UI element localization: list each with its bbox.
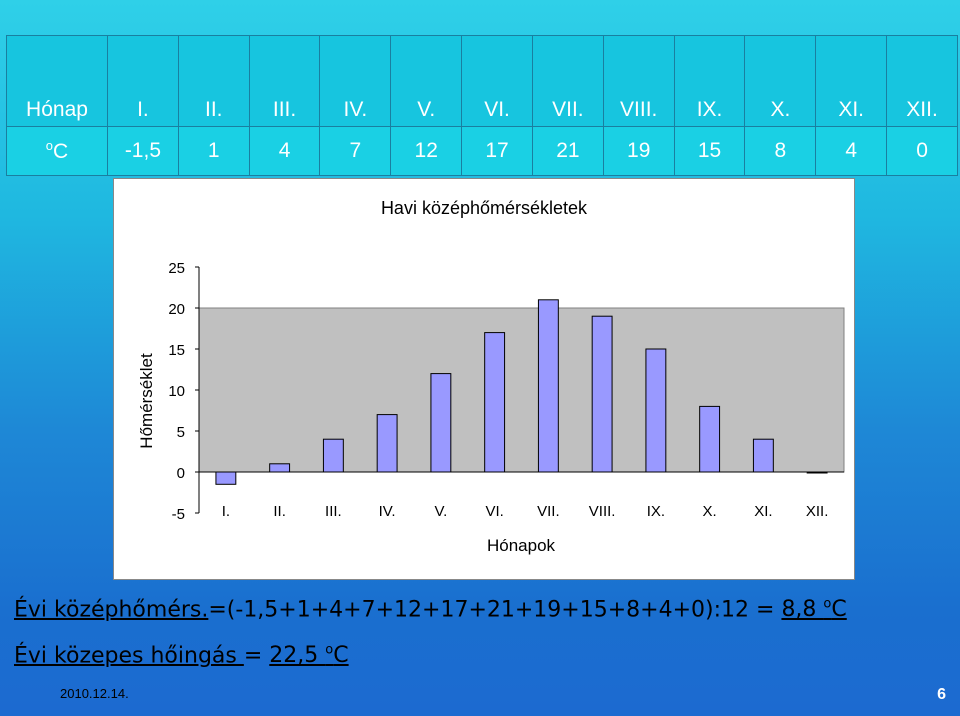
celsius-unit: C — [831, 597, 847, 623]
x-tick-label: IV. — [379, 503, 396, 520]
x-tick-label: IX. — [647, 503, 665, 520]
y-tick-label: 5 — [177, 424, 185, 441]
y-tick-label: -5 — [172, 506, 185, 523]
temp-cell: 7 — [319, 126, 392, 176]
bar-chart: Havi középhőmérsékletek Hőmérséklet Hóna… — [137, 198, 845, 555]
x-tick-label: VII. — [537, 503, 560, 520]
annual-range-label: Évi közepes hőingás — [14, 643, 244, 669]
annual-mean-label: Évi középhőmérs. — [14, 597, 209, 623]
month-cell: I. — [107, 35, 179, 127]
y-tick-label: 0 — [177, 465, 185, 482]
temperature-table: Hónap I. II. III. IV. V. VI. VII. VIII. … — [6, 35, 958, 176]
bar — [376, 414, 398, 473]
x-tick-label: VIII. — [589, 503, 616, 520]
x-tick-label: X. — [703, 503, 717, 520]
annual-range-eq: = — [243, 643, 270, 669]
plot-area: -5 0 5 10 15 20 25 I. II. III. IV. V. VI. VII. VIII. IX… — [168, 260, 845, 523]
bar — [430, 373, 452, 473]
temp-cell: 4 — [815, 126, 888, 176]
y-tick-label: 25 — [168, 260, 185, 277]
month-cell: VII. — [531, 35, 604, 127]
degree-sup: o — [823, 597, 832, 612]
temp-cell: 12 — [390, 126, 463, 176]
x-tick-label: II. — [273, 503, 286, 520]
temp-cell: -1,5 — [107, 126, 179, 176]
temperature-row: oC -1,5 1 4 7 12 17 21 19 15 8 4 0 — [6, 126, 958, 176]
bar — [699, 405, 721, 473]
degree-sup: o — [45, 138, 54, 153]
temp-cell: 0 — [886, 126, 958, 176]
month-cell: III. — [248, 35, 321, 127]
month-cell: XI. — [815, 35, 888, 127]
annual-mean-expression: =(-1,5+1+4+7+12+17+21+19+15+8+4+0):12 = — [208, 597, 782, 623]
x-tick-label: V. — [434, 503, 447, 520]
degree-sup: o — [325, 643, 334, 658]
temperature-row-label: oC — [6, 126, 108, 176]
celsius-label: C — [53, 140, 69, 163]
temp-cell: 4 — [248, 126, 321, 176]
bar — [806, 471, 828, 474]
month-cell: II. — [177, 35, 250, 127]
plot-background — [198, 307, 845, 473]
chart-title: Havi középhőmérsékletek — [381, 198, 588, 218]
bar — [484, 332, 506, 473]
bar — [591, 315, 613, 473]
bar — [645, 348, 667, 473]
x-tick-label: VI. — [485, 503, 503, 520]
bar — [322, 438, 344, 473]
annual-mean-formula: Évi középhőmérs.=(-1,5+1+4+7+12+17+21+19… — [14, 597, 847, 622]
month-row-label: Hónap — [6, 35, 108, 127]
annual-range-formula: Évi közepes hőingás = 22,5 oC — [14, 643, 349, 668]
page-number: 6 — [937, 686, 946, 703]
temp-cell: 15 — [673, 126, 746, 176]
celsius-unit: C — [333, 643, 349, 669]
annual-range-result: 22,5 — [269, 643, 326, 669]
bar — [752, 438, 774, 473]
month-cell: XII. — [886, 35, 958, 127]
x-tick-label: XI. — [754, 503, 772, 520]
temp-cell: 19 — [602, 126, 675, 176]
temp-cell: 21 — [531, 126, 604, 176]
temp-cell: 8 — [744, 126, 817, 176]
y-tick-label: 15 — [168, 342, 185, 359]
month-row: Hónap I. II. III. IV. V. VI. VII. VIII. … — [6, 35, 958, 127]
bar — [537, 299, 559, 473]
y-axis-label: Hőmérséklet — [137, 353, 156, 449]
bar — [269, 463, 291, 473]
temp-cell: 1 — [177, 126, 250, 176]
temp-cell: 17 — [461, 126, 533, 176]
annual-mean-result: 8,8 — [781, 597, 824, 623]
bar — [215, 471, 237, 485]
month-cell: X. — [744, 35, 817, 127]
month-cell: VI. — [461, 35, 533, 127]
month-cell: IV. — [319, 35, 392, 127]
chart-area: Havi középhőmérsékletek Hőmérséklet Hóna… — [113, 178, 855, 580]
x-tick-label: XII. — [806, 503, 829, 520]
y-tick-label: 20 — [168, 301, 185, 318]
month-cell: V. — [390, 35, 463, 127]
x-tick-label: III. — [325, 503, 342, 520]
footer-date: 2010.12.14. — [60, 686, 129, 701]
month-cell: VIII. — [602, 35, 675, 127]
x-tick-label: I. — [222, 503, 230, 520]
y-tick-label: 10 — [168, 383, 185, 400]
x-axis-label: Hónapok — [487, 536, 556, 555]
month-cell: IX. — [673, 35, 746, 127]
